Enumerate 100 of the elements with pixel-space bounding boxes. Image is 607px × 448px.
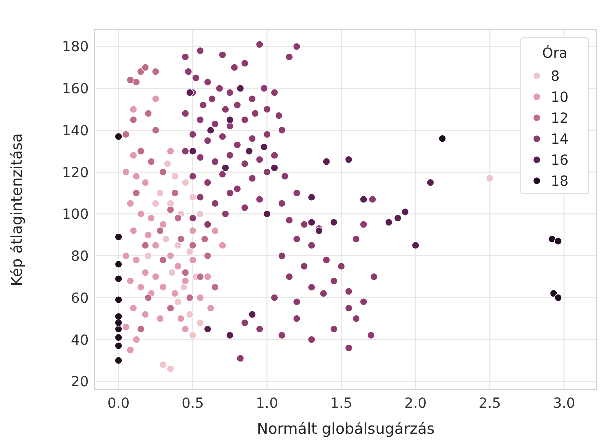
point (126, 200, 135, 208)
point (206, 304, 215, 312)
point (330, 218, 338, 226)
point (159, 256, 168, 264)
point (204, 325, 212, 334)
point (168, 268, 176, 277)
point (137, 325, 145, 334)
y-tick-label: 140 (62, 123, 89, 140)
x-tick-label: 1.5 (330, 396, 353, 412)
legend-label: 8 (551, 69, 560, 85)
point (394, 214, 402, 222)
point (196, 273, 204, 281)
point (126, 76, 135, 84)
point (144, 110, 152, 118)
point (156, 189, 164, 198)
point (171, 172, 180, 180)
point (114, 319, 123, 327)
point (122, 168, 130, 176)
point (186, 294, 194, 302)
point (148, 214, 156, 222)
point (182, 277, 190, 286)
point (486, 174, 494, 183)
point (315, 227, 324, 235)
x-tick-label: 0.0 (108, 396, 130, 412)
point (137, 284, 145, 292)
point (308, 194, 316, 202)
point (186, 248, 194, 256)
point (248, 310, 256, 319)
x-tick-label: 2.0 (404, 396, 427, 412)
legend-label: 12 (551, 111, 569, 127)
point (166, 147, 175, 156)
point (206, 126, 215, 134)
point (211, 284, 220, 292)
point (137, 147, 145, 156)
point (132, 172, 140, 180)
point (130, 227, 138, 235)
y-tick-label: 20 (71, 374, 89, 391)
point (322, 158, 331, 166)
x-tick-label: 2.5 (478, 396, 502, 412)
x-tick-label: 0.5 (182, 396, 204, 412)
point (114, 312, 123, 321)
point (180, 284, 188, 292)
point (132, 256, 140, 264)
point (360, 196, 368, 204)
point (114, 233, 123, 242)
point (189, 227, 197, 235)
point (402, 208, 410, 216)
point (162, 235, 170, 244)
point (130, 304, 138, 312)
point (345, 156, 353, 164)
point (189, 147, 197, 156)
point (152, 68, 160, 76)
point (142, 268, 150, 277)
y-tick-label: 100 (62, 207, 89, 224)
point (166, 365, 175, 373)
point (159, 360, 168, 369)
point (218, 242, 227, 250)
point (142, 64, 150, 72)
point (174, 298, 182, 306)
point (189, 194, 197, 202)
x-tick-label: 1.0 (256, 396, 278, 412)
point (182, 325, 190, 334)
point (159, 168, 168, 176)
point (270, 164, 279, 172)
point (177, 314, 186, 323)
point (226, 116, 234, 124)
point (236, 84, 244, 93)
point (204, 273, 212, 281)
y-tick-label: 60 (71, 290, 89, 307)
point (137, 210, 145, 218)
point (156, 314, 164, 323)
point (182, 268, 190, 277)
point (122, 130, 130, 139)
point (152, 273, 160, 281)
point (144, 231, 152, 240)
point (159, 220, 168, 229)
point (263, 210, 272, 218)
point (152, 200, 160, 208)
point (156, 227, 164, 235)
point (554, 237, 562, 246)
point (186, 88, 194, 97)
point (412, 242, 420, 250)
point (142, 242, 150, 250)
point (166, 304, 175, 312)
point (126, 346, 135, 354)
point (142, 310, 150, 319)
point (196, 319, 204, 327)
point (164, 160, 172, 168)
y-tick-label: 180 (62, 40, 89, 56)
point (142, 178, 150, 187)
x-tick-label: 3.0 (553, 396, 576, 412)
y-tick-label: 80 (71, 249, 89, 266)
point (166, 252, 175, 260)
point (308, 218, 316, 226)
legend-label: 10 (551, 90, 569, 106)
point (159, 284, 168, 292)
point (260, 143, 268, 152)
point (152, 95, 160, 103)
point (114, 334, 123, 342)
point (126, 277, 135, 286)
